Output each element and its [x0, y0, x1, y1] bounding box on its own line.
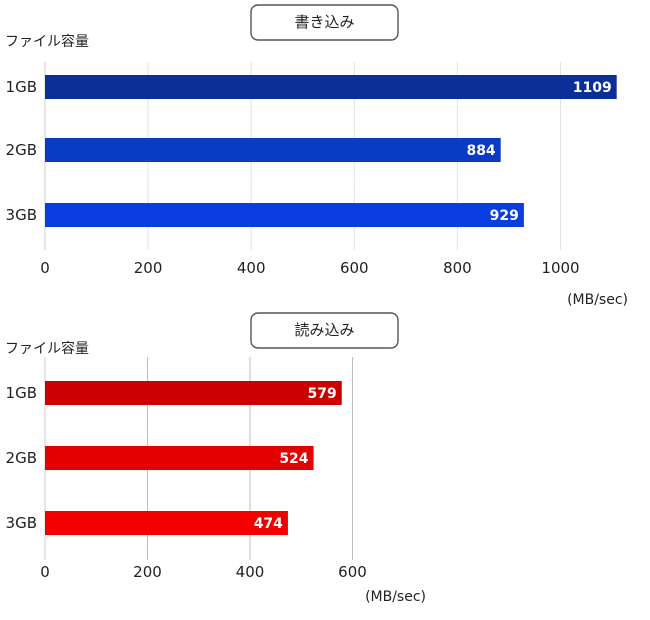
write-bar [45, 138, 501, 162]
read-bar [45, 381, 342, 405]
read-title-box [250, 312, 399, 349]
write-tick-label: 0 [40, 259, 50, 277]
write-tick-label: 200 [134, 259, 163, 277]
read-category-labels: 1GB 2GB 3GB [6, 384, 37, 532]
write-bar-value-label: 884 [466, 143, 495, 159]
write-bar-value-label: 1109 [573, 80, 612, 96]
write-chart-title: 書き込み [294, 13, 354, 31]
read-unit-label: (MB/sec) [365, 589, 426, 605]
read-chart-title: 読み込み [294, 321, 354, 339]
read-bar-value-label: 474 [254, 516, 283, 532]
read-category-label: 2GB [6, 449, 37, 467]
read-tick-label: 400 [236, 563, 265, 581]
write-category-label: 1GB [6, 78, 37, 96]
read-tick-label: 0 [40, 563, 50, 581]
read-tick-labels: 0 200 400 600 [40, 563, 367, 581]
read-tick-label: 600 [338, 563, 367, 581]
read-category-label: 3GB [6, 514, 37, 532]
write-tick-label: 600 [340, 259, 369, 277]
write-bar [45, 75, 617, 99]
write-bar [45, 203, 524, 227]
write-title-box [250, 4, 399, 41]
write-tick-labels: 0 200 400 600 800 1000 [40, 259, 579, 277]
write-y-axis-label: ファイル容量 [5, 33, 89, 50]
write-chart: 書き込み ファイル容量 1109 884 929 1GB 2GB 3GB 0 200 400… [5, 4, 628, 308]
read-category-label: 1GB [6, 384, 37, 402]
read-tick-label: 200 [133, 563, 162, 581]
write-bars: 1109 884 929 [45, 75, 617, 227]
write-category-labels: 1GB 2GB 3GB [6, 78, 37, 224]
read-chart: 読み込み ファイル容量 579 524 474 1GB 2GB 3GB 0 200 400 6… [5, 312, 426, 605]
read-bars: 579 524 474 [45, 381, 342, 535]
read-bar [45, 511, 288, 535]
write-tick-label: 1000 [541, 259, 579, 277]
read-bar [45, 446, 314, 470]
write-tick-label: 400 [237, 259, 266, 277]
read-bar-value-label: 579 [308, 386, 337, 402]
write-bar-value-label: 929 [490, 208, 519, 224]
write-unit-label: (MB/sec) [567, 292, 628, 308]
read-bar-value-label: 524 [279, 451, 308, 467]
write-category-label: 3GB [6, 206, 37, 224]
read-y-axis-label: ファイル容量 [5, 340, 89, 357]
write-category-label: 2GB [6, 141, 37, 159]
write-tick-label: 800 [443, 259, 472, 277]
